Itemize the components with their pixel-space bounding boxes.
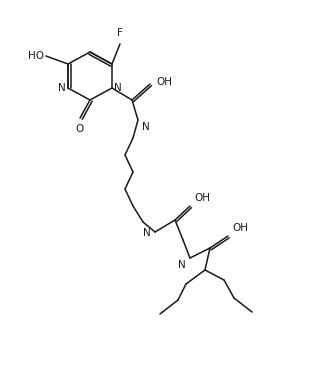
- Text: OH: OH: [194, 193, 210, 203]
- Text: N: N: [143, 228, 151, 238]
- Text: OH: OH: [232, 223, 248, 233]
- Text: N: N: [58, 83, 66, 93]
- Text: N: N: [114, 83, 122, 93]
- Text: O: O: [76, 124, 84, 134]
- Text: F: F: [117, 28, 123, 38]
- Text: N: N: [178, 260, 186, 270]
- Text: N: N: [142, 122, 150, 132]
- Text: OH: OH: [156, 77, 172, 87]
- Text: HO: HO: [28, 51, 44, 61]
